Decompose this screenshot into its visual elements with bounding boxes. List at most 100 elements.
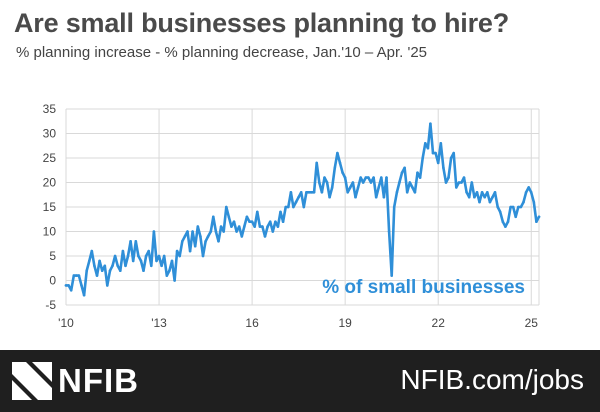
data-point xyxy=(95,274,99,277)
data-point xyxy=(263,235,267,238)
data-point xyxy=(325,181,329,184)
data-point xyxy=(191,230,194,233)
data-point xyxy=(447,176,450,179)
data-point xyxy=(310,191,313,194)
data-point xyxy=(142,269,145,273)
data-point xyxy=(237,225,241,228)
x-tick-label: 22 xyxy=(432,316,446,330)
data-point xyxy=(302,205,306,209)
data-point xyxy=(473,195,476,199)
data-point xyxy=(320,191,324,194)
data-point xyxy=(411,186,414,189)
data-point xyxy=(152,230,156,233)
data-point xyxy=(400,171,404,174)
data-point xyxy=(336,151,339,155)
data-point xyxy=(222,230,225,233)
data-point xyxy=(390,274,394,277)
data-point xyxy=(349,186,352,189)
footer-link[interactable]: NFIB.com/jobs xyxy=(400,364,584,395)
data-point xyxy=(271,230,275,233)
data-point xyxy=(217,240,220,243)
y-tick-label: 35 xyxy=(43,102,57,116)
data-point xyxy=(387,230,391,233)
nfib-logo[interactable]: NFIB xyxy=(12,362,139,400)
data-point xyxy=(106,284,109,287)
data-point xyxy=(424,142,427,145)
data-point xyxy=(196,225,200,228)
data-point xyxy=(165,274,169,277)
data-point xyxy=(392,205,396,209)
data-point xyxy=(250,220,254,223)
y-tick-label: 15 xyxy=(43,200,57,214)
data-point xyxy=(219,225,223,228)
data-point xyxy=(323,176,326,179)
data-point xyxy=(235,230,238,233)
data-point xyxy=(398,181,401,184)
data-point xyxy=(517,205,520,209)
data-point xyxy=(529,191,533,194)
data-point xyxy=(85,269,88,273)
data-point xyxy=(343,176,347,179)
data-point xyxy=(139,259,143,263)
data-point xyxy=(354,195,357,199)
data-point xyxy=(460,181,463,184)
data-point xyxy=(364,176,368,179)
y-tick-label: 0 xyxy=(49,274,56,288)
data-point xyxy=(462,176,466,179)
x-tick-label: 19 xyxy=(338,316,352,330)
data-point xyxy=(173,279,176,282)
data-point xyxy=(72,274,76,277)
x-tick-label: 25 xyxy=(525,316,539,330)
data-point xyxy=(279,210,282,214)
data-point xyxy=(491,195,494,199)
data-point xyxy=(82,293,86,297)
data-point xyxy=(103,264,107,268)
data-point xyxy=(315,161,319,165)
data-point xyxy=(144,254,148,258)
data-point xyxy=(486,191,489,194)
data-point xyxy=(168,269,171,273)
data-point xyxy=(493,191,497,194)
data-point xyxy=(467,195,471,199)
data-point xyxy=(69,289,73,292)
y-tick-label: 30 xyxy=(43,127,57,141)
data-point xyxy=(519,205,523,209)
data-point xyxy=(137,254,140,258)
data-point xyxy=(307,191,311,194)
data-point xyxy=(214,230,218,233)
data-point xyxy=(449,156,453,160)
data-point xyxy=(439,142,443,145)
data-point xyxy=(297,195,300,199)
data-point xyxy=(480,191,484,194)
data-point xyxy=(98,259,101,263)
data-point xyxy=(147,249,150,253)
data-point xyxy=(318,181,321,184)
data-point xyxy=(281,220,285,223)
data-point xyxy=(511,205,515,209)
data-point xyxy=(93,264,96,268)
data-point xyxy=(338,161,342,165)
data-point xyxy=(305,191,308,194)
series-points xyxy=(64,122,541,297)
data-point xyxy=(227,215,231,219)
brand-name: NFIB xyxy=(58,362,139,399)
y-tick-label: -5 xyxy=(45,298,56,312)
data-point xyxy=(369,181,373,184)
data-point xyxy=(532,200,536,204)
data-point xyxy=(255,210,259,214)
y-tick-label: 20 xyxy=(43,176,57,190)
data-point xyxy=(436,161,440,165)
data-point xyxy=(193,244,197,248)
data-point xyxy=(289,191,293,194)
data-point xyxy=(351,181,355,184)
y-tick-label: 25 xyxy=(43,151,57,165)
data-point xyxy=(212,215,215,219)
data-point xyxy=(258,225,262,228)
data-point xyxy=(274,220,277,223)
data-point xyxy=(181,240,184,243)
data-point xyxy=(413,191,417,194)
data-point xyxy=(124,264,127,268)
y-axis-ticks: -5 0 5 10 15 20 25 30 35 xyxy=(43,102,57,312)
data-point xyxy=(475,191,479,194)
data-point xyxy=(457,181,461,184)
